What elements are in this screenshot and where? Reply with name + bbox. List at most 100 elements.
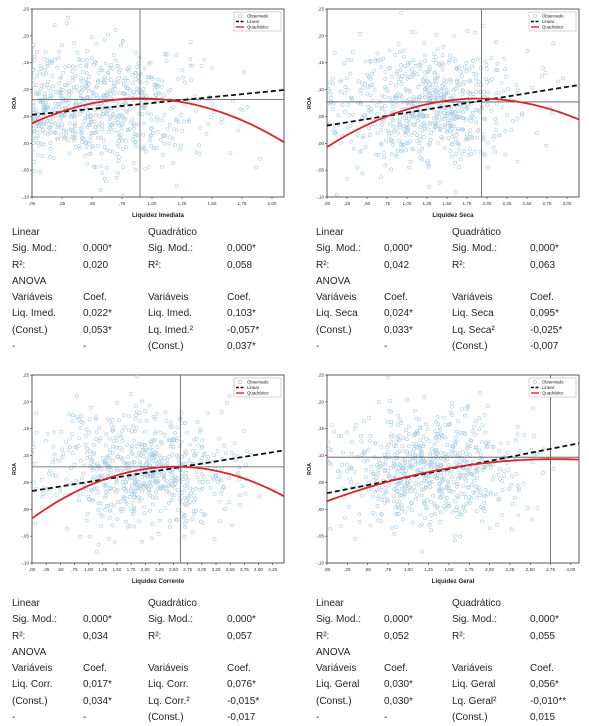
linear-coef: - — [384, 341, 388, 353]
data-point — [402, 472, 406, 476]
data-point — [52, 130, 57, 135]
data-point — [398, 463, 403, 468]
data-point — [490, 477, 495, 482]
data-point — [98, 188, 103, 193]
data-point — [174, 517, 179, 522]
data-point — [148, 475, 153, 480]
data-point — [142, 430, 147, 434]
data-point — [107, 447, 112, 452]
data-point — [117, 418, 121, 423]
data-point — [453, 137, 458, 142]
data-point — [441, 477, 446, 482]
data-point — [540, 74, 544, 79]
data-point — [110, 523, 115, 528]
data-point — [166, 490, 171, 495]
r2-label: R²: — [148, 630, 162, 642]
data-point — [77, 418, 82, 422]
data-point — [435, 415, 440, 420]
data-point — [359, 493, 364, 498]
data-point — [218, 519, 222, 524]
data-point — [149, 454, 154, 458]
data-point — [367, 415, 371, 420]
data-point — [153, 431, 158, 436]
data-point — [428, 519, 433, 524]
data-point — [467, 132, 472, 137]
data-point — [451, 480, 456, 485]
data-point — [341, 450, 345, 455]
x-tick-label: 2,00 — [268, 201, 277, 206]
data-point — [125, 79, 130, 83]
data-point — [139, 442, 143, 447]
data-point — [121, 494, 126, 499]
data-point — [44, 121, 48, 126]
data-point — [374, 103, 379, 108]
data-point — [423, 58, 428, 63]
data-point — [150, 522, 155, 527]
data-point — [417, 95, 422, 100]
data-point — [99, 68, 104, 73]
data-point — [173, 478, 178, 483]
data-point — [359, 439, 364, 444]
data-point — [561, 76, 565, 81]
data-point — [375, 488, 380, 493]
data-point — [470, 483, 475, 488]
data-point — [389, 525, 394, 530]
quadratic-title: Quadrático — [148, 598, 197, 609]
data-point — [198, 427, 203, 432]
data-point — [120, 39, 125, 43]
quadratic-coef: -0,057* — [227, 324, 260, 336]
data-point — [202, 452, 207, 456]
x-tick-label: 1,75 — [463, 201, 472, 206]
data-point — [447, 129, 452, 134]
quadratic-var: Lq. Geral² — [452, 695, 497, 707]
coef-header: Coef. — [83, 292, 107, 304]
data-point — [187, 500, 192, 505]
data-point — [115, 488, 120, 492]
data-point — [130, 444, 134, 449]
data-point — [484, 441, 488, 446]
data-point — [140, 464, 145, 469]
data-point — [222, 443, 226, 448]
data-point — [482, 412, 487, 417]
data-point — [32, 445, 36, 450]
data-point — [433, 125, 438, 129]
data-point — [349, 452, 354, 456]
data-point — [408, 139, 413, 144]
data-point — [471, 58, 476, 63]
data-point — [174, 436, 179, 441]
data-point — [351, 49, 355, 54]
data-point — [477, 416, 482, 421]
data-point — [442, 93, 447, 97]
data-point — [38, 130, 43, 134]
linear-fit-line — [327, 84, 579, 127]
data-point — [427, 523, 432, 528]
data-point — [493, 117, 498, 121]
data-point — [95, 462, 100, 467]
data-point — [475, 469, 480, 474]
data-point — [104, 482, 109, 487]
data-point — [120, 147, 125, 151]
data-point — [102, 145, 107, 150]
linear-coef: 0,053* — [83, 324, 112, 336]
data-point — [63, 98, 68, 103]
data-point — [174, 183, 179, 188]
data-point — [118, 67, 123, 72]
x-tick-label: 2,75 — [546, 567, 555, 572]
data-point — [153, 82, 158, 87]
data-point — [432, 442, 437, 447]
data-point — [134, 413, 139, 418]
data-point — [202, 57, 207, 62]
data-point — [458, 473, 463, 478]
data-point — [355, 165, 360, 170]
data-point — [374, 57, 378, 62]
data-point — [129, 72, 134, 77]
data-point — [422, 395, 427, 399]
data-point — [111, 84, 116, 89]
data-point — [500, 479, 505, 484]
data-point — [541, 66, 546, 71]
data-point — [445, 121, 450, 125]
data-point — [175, 425, 180, 430]
data-point — [465, 136, 470, 141]
data-point — [58, 101, 63, 106]
y-tick-label: -,05 — [316, 168, 324, 173]
